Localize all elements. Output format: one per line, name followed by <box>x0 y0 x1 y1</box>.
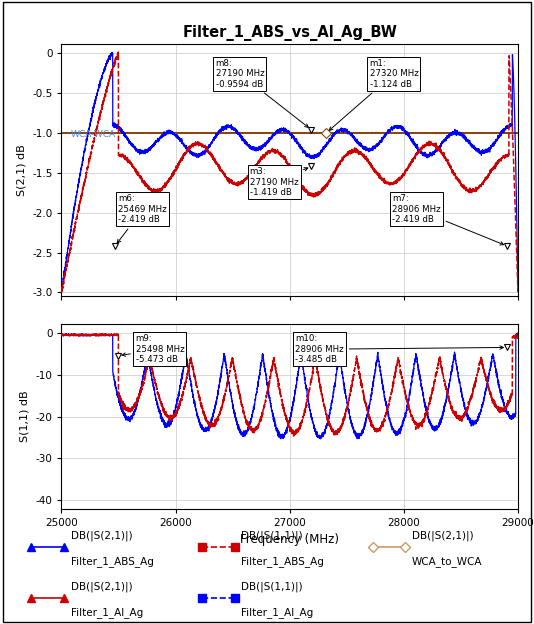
Text: DB(|S(2,1)|): DB(|S(2,1)|) <box>70 582 132 592</box>
Text: m7:
28906 MHz
-2.419 dB: m7: 28906 MHz -2.419 dB <box>392 195 504 245</box>
Text: WCA_to_WCA: WCA_to_WCA <box>412 556 482 567</box>
Title: Filter_1_ABS_vs_Al_Ag_BW: Filter_1_ABS_vs_Al_Ag_BW <box>182 25 397 41</box>
Text: Filter_1_Al_Ag: Filter_1_Al_Ag <box>241 607 313 618</box>
Text: DB(|S(2,1)|): DB(|S(2,1)|) <box>412 530 474 540</box>
Y-axis label: S(2,1) dB: S(2,1) dB <box>17 144 27 196</box>
Text: WCA-WCA: WCA-WCA <box>70 130 116 139</box>
Text: Filter_1_ABS_Ag: Filter_1_ABS_Ag <box>70 556 153 567</box>
Text: m6:
25469 MHz
-2.419 dB: m6: 25469 MHz -2.419 dB <box>117 195 167 243</box>
Text: Filter_1_Al_Ag: Filter_1_Al_Ag <box>70 607 143 618</box>
Text: m9:
25498 MHz
-5.473 dB: m9: 25498 MHz -5.473 dB <box>122 334 184 364</box>
Text: DB(|S(1,1)|): DB(|S(1,1)|) <box>241 582 303 592</box>
Text: m3:
27190 MHz
-1.419 dB: m3: 27190 MHz -1.419 dB <box>250 167 308 197</box>
Text: m8:
27190 MHz
-0.9594 dB: m8: 27190 MHz -0.9594 dB <box>216 59 308 127</box>
Text: DB(|S(2,1)|): DB(|S(2,1)|) <box>70 530 132 540</box>
Text: DB(|S(1,1)|): DB(|S(1,1)|) <box>241 530 303 540</box>
Y-axis label: S(1,1) dB: S(1,1) dB <box>20 391 30 442</box>
Text: m10:
28906 MHz
-3.485 dB: m10: 28906 MHz -3.485 dB <box>295 334 504 364</box>
Text: Filter_1_ABS_Ag: Filter_1_ABS_Ag <box>241 556 324 567</box>
X-axis label: Frequency (MHz): Frequency (MHz) <box>240 533 339 546</box>
Text: m1:
27320 MHz
-1.124 dB: m1: 27320 MHz -1.124 dB <box>329 59 418 130</box>
